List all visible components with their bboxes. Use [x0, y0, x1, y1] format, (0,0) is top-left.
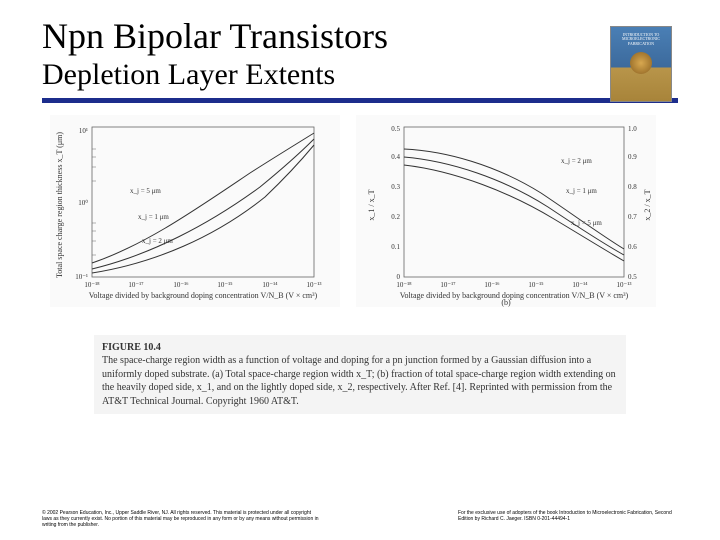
book-thumb-title: INTRODUCTION TO MICROELECTRONIC FABRICAT… — [611, 33, 671, 46]
chart-a-anno-1: x_j = 5 μm — [130, 187, 161, 195]
footer-adopters: For the exclusive use of adopters of the… — [458, 510, 678, 528]
svg-text:10⁻¹³: 10⁻¹³ — [617, 281, 632, 289]
chart-a-ylabel: Total space charge region thickness x_T … — [55, 131, 64, 277]
svg-text:10¹: 10¹ — [79, 127, 88, 135]
chart-b-yticks-left: 0 0.1 0.2 0.3 0.4 0.5 — [391, 125, 400, 281]
svg-text:0.2: 0.2 — [391, 213, 400, 221]
svg-text:10⁻¹⁸: 10⁻¹⁸ — [84, 281, 100, 289]
chart-b: 10⁻¹⁸ 10⁻¹⁷ 10⁻¹⁶ 10⁻¹⁵ 10⁻¹⁴ 10⁻¹³ 0 0.… — [356, 115, 656, 307]
svg-text:0.1: 0.1 — [391, 243, 400, 251]
title-divider — [42, 98, 678, 103]
svg-text:10⁻¹⁷: 10⁻¹⁷ — [440, 281, 456, 289]
svg-text:10⁰: 10⁰ — [78, 199, 88, 207]
chart-a-curve-3 — [92, 145, 314, 273]
chart-b-ylabel-right: x_2 / x_T — [643, 189, 652, 220]
svg-text:10⁻¹⁴: 10⁻¹⁴ — [262, 281, 278, 289]
svg-text:1.0: 1.0 — [628, 125, 637, 133]
chart-a-curve-1 — [92, 133, 314, 263]
chart-b-ylabel-left: x_1 / x_T — [367, 189, 376, 220]
chart-b-curve-2 — [404, 157, 624, 255]
chart-a-xlabel: Voltage divided by background doping con… — [89, 291, 318, 300]
svg-text:0.5: 0.5 — [628, 273, 637, 281]
chart-a-xticks: 10⁻¹⁸ 10⁻¹⁷ 10⁻¹⁶ 10⁻¹⁵ 10⁻¹⁴ 10⁻¹³ — [84, 281, 321, 289]
figure-caption-body: The space-charge region width as a funct… — [102, 355, 616, 407]
svg-text:10⁻¹: 10⁻¹ — [75, 273, 88, 281]
svg-text:10⁻¹⁶: 10⁻¹⁶ — [173, 281, 189, 289]
figure-caption: FIGURE 10.4 The space-charge region widt… — [94, 335, 626, 415]
chart-a-yminors — [92, 149, 96, 255]
svg-text:0.9: 0.9 — [628, 153, 637, 161]
chart-b-anno-3: x_j = 5 μm — [571, 219, 602, 227]
svg-text:0: 0 — [397, 273, 401, 281]
chart-b-svg: 10⁻¹⁸ 10⁻¹⁷ 10⁻¹⁶ 10⁻¹⁵ 10⁻¹⁴ 10⁻¹³ 0 0.… — [356, 115, 656, 300]
svg-text:10⁻¹³: 10⁻¹³ — [307, 281, 322, 289]
chart-a-svg: 10⁻¹⁸ 10⁻¹⁷ 10⁻¹⁶ 10⁻¹⁵ 10⁻¹⁴ 10⁻¹³ 10⁻¹… — [50, 115, 340, 300]
charts-row: 10⁻¹⁸ 10⁻¹⁷ 10⁻¹⁶ 10⁻¹⁵ 10⁻¹⁴ 10⁻¹³ 10⁻¹… — [42, 115, 678, 307]
footer-copyright: © 2002 Pearson Education, Inc., Upper Sa… — [42, 510, 322, 528]
chart-a: 10⁻¹⁸ 10⁻¹⁷ 10⁻¹⁶ 10⁻¹⁵ 10⁻¹⁴ 10⁻¹³ 10⁻¹… — [50, 115, 340, 307]
chart-b-anno-2: x_j = 1 μm — [566, 187, 597, 195]
svg-text:10⁻¹⁷: 10⁻¹⁷ — [128, 281, 144, 289]
chart-b-yticks-right: 0.5 0.6 0.7 0.8 0.9 1.0 — [628, 125, 637, 281]
svg-text:0.7: 0.7 — [628, 213, 637, 221]
svg-text:10⁻¹⁵: 10⁻¹⁵ — [217, 281, 233, 289]
slide-title: Npn Bipolar Transistors — [42, 18, 678, 56]
svg-text:10⁻¹⁴: 10⁻¹⁴ — [572, 281, 588, 289]
chart-b-xticks: 10⁻¹⁸ 10⁻¹⁷ 10⁻¹⁶ 10⁻¹⁵ 10⁻¹⁴ 10⁻¹³ — [396, 281, 631, 289]
svg-text:0.6: 0.6 — [628, 243, 637, 251]
svg-text:0.4: 0.4 — [391, 153, 400, 161]
chart-a-anno-3: x_j = 2 μm — [142, 237, 173, 245]
svg-text:10⁻¹⁶: 10⁻¹⁶ — [484, 281, 500, 289]
svg-text:0.5: 0.5 — [391, 125, 400, 133]
svg-text:0.3: 0.3 — [391, 183, 400, 191]
book-thumb-wafer-icon — [630, 52, 652, 74]
figure-number: FIGURE 10.4 — [102, 342, 161, 353]
footer: © 2002 Pearson Education, Inc., Upper Sa… — [42, 510, 678, 528]
svg-text:10⁻¹⁵: 10⁻¹⁵ — [528, 281, 544, 289]
chart-b-anno-1: x_j = 2 μm — [561, 157, 592, 165]
chart-a-yticks: 10⁻¹ 10⁰ 10¹ — [75, 127, 88, 281]
chart-b-curve-3 — [404, 165, 624, 261]
svg-text:10⁻¹⁸: 10⁻¹⁸ — [396, 281, 412, 289]
slide-subtitle: Depletion Layer Extents — [42, 58, 678, 92]
chart-b-xlabel: Voltage divided by background doping con… — [400, 291, 629, 300]
svg-text:0.8: 0.8 — [628, 183, 637, 191]
chart-a-anno-2: x_j = 1 μm — [138, 213, 169, 221]
book-thumbnail: INTRODUCTION TO MICROELECTRONIC FABRICAT… — [610, 26, 672, 102]
